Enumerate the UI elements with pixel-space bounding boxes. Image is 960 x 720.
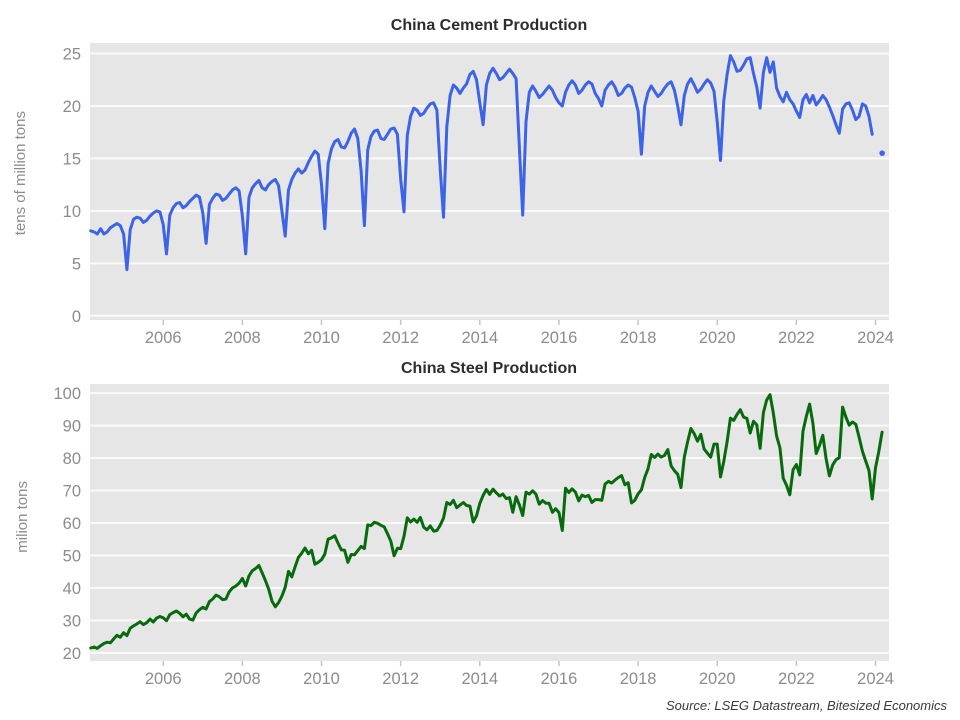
- cement-y-axis-label: tens of million tons: [12, 111, 29, 236]
- y-tick-label: 5: [72, 255, 81, 273]
- y-tick-label: 25: [63, 45, 81, 63]
- y-tick-label: 50: [63, 547, 81, 565]
- y-tick-label: 20: [63, 645, 81, 663]
- x-tick-label: 2022: [778, 670, 815, 688]
- steel-series-line: [89, 393, 884, 650]
- y-tick-label: 70: [63, 483, 81, 501]
- x-tick-label: 2014: [461, 670, 498, 688]
- y-tick-label: 60: [63, 515, 81, 533]
- x-tick-label: 2010: [303, 670, 340, 688]
- steel-y-axis-label: milion tons: [14, 481, 31, 553]
- y-tick-label: 30: [63, 612, 81, 630]
- x-tick-label: 2006: [145, 670, 182, 688]
- x-tick-label: 2008: [224, 670, 261, 688]
- y-tick-label: 100: [53, 385, 81, 403]
- x-tick-label: 2016: [541, 329, 578, 347]
- y-tick-label: 0: [72, 308, 81, 326]
- y-tick-label: 20: [63, 98, 81, 116]
- chart-0: 0 5 10 15 20 25 2006 2008 2010 2012 2014 2016 2018 20…: [63, 43, 894, 347]
- steel-chart-title: China Steel Production: [400, 360, 578, 377]
- y-tick-label: 15: [63, 150, 81, 168]
- y-tick-label: 90: [63, 418, 81, 436]
- cement-chart-title: China Cement Production: [390, 17, 588, 34]
- x-tick-label: 2006: [145, 329, 182, 347]
- x-tick-label: 2018: [620, 329, 657, 347]
- x-tick-label: 2014: [461, 329, 498, 347]
- y-tick-label: 10: [63, 203, 81, 221]
- source-note: Source: LSEG Datastream, Bitesized Econo…: [665, 698, 947, 713]
- x-tick-label: 2010: [303, 329, 340, 347]
- cement-last-point: [879, 150, 885, 156]
- x-tick-label: 2012: [382, 670, 419, 688]
- x-tick-label: 2024: [857, 329, 894, 347]
- x-tick-label: 2018: [620, 670, 657, 688]
- x-tick-label: 2020: [699, 670, 736, 688]
- x-tick-label: 2008: [224, 329, 261, 347]
- y-tick-label: 40: [63, 580, 81, 598]
- x-tick-label: 2020: [699, 329, 736, 347]
- x-tick-label: 2016: [541, 670, 578, 688]
- y-tick-label: 80: [63, 450, 81, 468]
- cement-series-line: [89, 54, 874, 272]
- x-tick-label: 2022: [778, 329, 815, 347]
- chart-1: 20 30 40 50 60 70 80 90 100 2006 2008 2010 2012 2014 2…: [53, 384, 894, 688]
- x-tick-label: 2024: [857, 670, 894, 688]
- plot-area: [90, 43, 889, 320]
- x-tick-label: 2012: [382, 329, 419, 347]
